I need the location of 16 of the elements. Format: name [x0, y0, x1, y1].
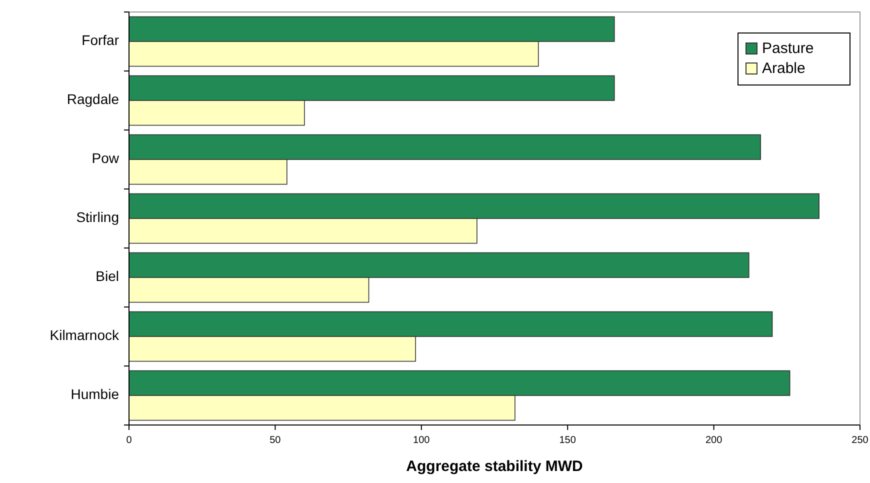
y-tick-label: Humbie [70, 386, 120, 402]
x-tick-label: 100 [413, 435, 430, 446]
y-tick-label: Kilmarnock [50, 327, 120, 344]
x-axis-title: Aggregate stability MWD [406, 458, 584, 475]
x-tick-label: 150 [559, 435, 576, 446]
x-tick-label: 50 [270, 435, 282, 446]
legend-label: Pasture [762, 40, 814, 57]
y-tick-label: Ragdale [66, 91, 120, 108]
x-tick-label: 250 [852, 435, 869, 446]
y-tick-label: Stirling [76, 209, 119, 226]
y-tick-label: Pow [92, 150, 120, 166]
legend-label: Arable [762, 60, 806, 77]
x-tick-label: 200 [705, 435, 723, 446]
y-tick-label: Biel [96, 268, 119, 284]
x-tick-label: 0 [126, 435, 132, 446]
y-tick-label: Forfar [82, 32, 120, 48]
